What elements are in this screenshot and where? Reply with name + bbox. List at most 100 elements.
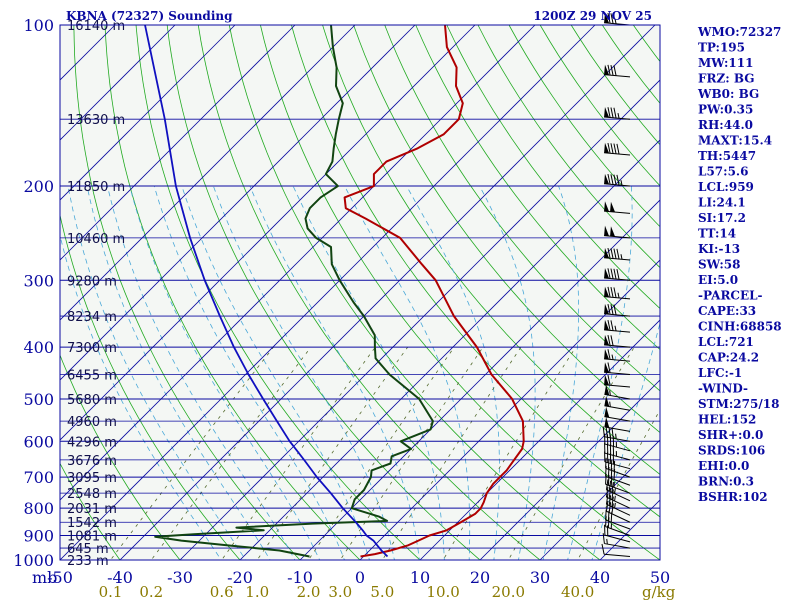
mixing-ratio-lines — [110, 346, 660, 560]
wind-barb-full — [610, 287, 614, 298]
dry-adiabat — [477, 25, 660, 269]
wind-barb-full — [610, 335, 614, 346]
wind-barb — [605, 486, 631, 509]
wind-barb-full — [610, 320, 614, 331]
index-value: CAP:24.2 — [698, 351, 759, 365]
wind-barb-full — [611, 503, 614, 514]
wind-barb — [604, 286, 631, 300]
wind-barb — [604, 417, 631, 432]
dry-adiabat — [60, 462, 121, 560]
wind-barb-full — [607, 12, 611, 24]
wind-barb — [604, 201, 631, 214]
wind-barb-staff — [604, 416, 631, 422]
height-label: 645 m — [67, 542, 109, 557]
temperature-tick-label: -30 — [167, 568, 193, 587]
moist-adiabat — [86, 186, 271, 560]
moist-adiabat — [406, 185, 500, 560]
index-value: LCL:959 — [698, 180, 754, 194]
wind-barb-full — [616, 268, 620, 280]
wind-barb-staff — [606, 510, 631, 523]
index-value: STM:275/18 — [698, 397, 779, 411]
moist-adiabat — [542, 185, 579, 560]
wind-barb-full — [613, 304, 617, 315]
isotherm-line — [60, 25, 296, 261]
moist-adiabat — [213, 185, 395, 560]
dry-adiabat — [508, 25, 660, 228]
index-value: LFC:-1 — [698, 366, 742, 380]
mixing-ratio-line — [577, 409, 660, 560]
height-label: 6455 m — [67, 368, 117, 383]
wind-barb-half — [620, 180, 623, 186]
index-value: LCL:721 — [698, 335, 754, 349]
wind-barb-full — [607, 458, 610, 470]
mixing-ratio-line — [339, 346, 484, 560]
wind-barb-full — [608, 488, 612, 499]
wind-barb — [604, 142, 631, 156]
wind-barb-full — [613, 174, 617, 185]
wind-barb-staff — [604, 257, 631, 261]
wind-barb-flag — [610, 201, 616, 213]
wind-barb-staff — [605, 526, 631, 536]
wind-barb-full — [602, 533, 605, 544]
wind-barb-full — [610, 107, 614, 118]
isotherm-line — [60, 25, 476, 441]
isotherm-line — [539, 439, 660, 560]
height-label: 16140 m — [67, 19, 125, 34]
index-value: CAPE:33 — [698, 304, 756, 318]
mixing-ratio-label: 0.2 — [139, 583, 163, 600]
index-value: MW:111 — [698, 56, 753, 70]
wind-barb-full — [601, 543, 605, 555]
index-value: WB0: BG — [697, 87, 759, 101]
wind-barb-staff — [604, 405, 631, 411]
height-label: 2548 m — [67, 487, 117, 502]
temperature-tick-label: -10 — [287, 568, 313, 587]
wind-barb-half — [620, 254, 623, 260]
wind-barb-full — [608, 427, 611, 438]
wind-barb-flag — [604, 348, 610, 360]
wind-barb-staff — [606, 489, 631, 502]
mixing-ratio-label: 0.6 — [210, 583, 234, 600]
dry-adiabat — [570, 25, 660, 146]
height-label: 3676 m — [67, 454, 117, 469]
height-label: 3095 m — [67, 471, 117, 486]
pressure-tick-label: 500 — [23, 390, 54, 409]
grid-layer — [60, 25, 660, 560]
wind-barb-full — [608, 495, 612, 506]
wind-barb-flag — [604, 374, 610, 386]
wind-barb-full — [605, 486, 609, 498]
wind-barb-full — [607, 362, 611, 373]
wind-barb-full — [607, 304, 611, 315]
mixing-ratio-line — [307, 346, 455, 560]
isotherm-line — [60, 25, 236, 201]
mixing-ratio-line — [221, 346, 376, 560]
wind-barb-full — [613, 65, 617, 76]
dry-adiabat — [384, 25, 660, 392]
wind-barb-flag — [604, 64, 610, 76]
index-value: WMO:72327 — [697, 25, 781, 39]
isotherm-line — [60, 25, 176, 141]
mixing-ratio-line — [150, 346, 312, 560]
temperature-tick-label: 0 — [355, 568, 365, 587]
wind-barb-staff — [606, 496, 631, 509]
index-value: MAXT:15.4 — [698, 134, 772, 148]
height-label: 7300 m — [67, 341, 117, 356]
wind-barb-staff — [604, 313, 631, 317]
index-value: RH:44.0 — [698, 118, 753, 132]
isotherm-line — [60, 25, 536, 501]
wind-barb-full — [610, 143, 614, 154]
wind-barb-flag — [604, 106, 610, 118]
wind-barb-staff — [604, 443, 631, 452]
wind-barb-full — [607, 142, 611, 154]
pressure-tick-label: 900 — [23, 527, 54, 546]
sounding-time: 1200Z 29 NOV 25 — [533, 9, 652, 23]
isotherm-line — [60, 25, 596, 560]
mixing-ratio-labels: 0.1 0.2 0.6 1.0 2.0 3.0 5.0 10.0 20.0 40.0 — [99, 583, 595, 600]
isotherm-line — [299, 199, 660, 560]
height-label: 11850 m — [67, 180, 125, 195]
mixing-ratio-label: 2.0 — [297, 583, 321, 600]
index-value: TH:5447 — [698, 149, 756, 163]
temperature-profile — [343, 25, 525, 558]
wind-barb-full — [613, 460, 616, 472]
wind-barb-staff — [604, 393, 631, 400]
wind-barb-staff — [604, 436, 631, 442]
